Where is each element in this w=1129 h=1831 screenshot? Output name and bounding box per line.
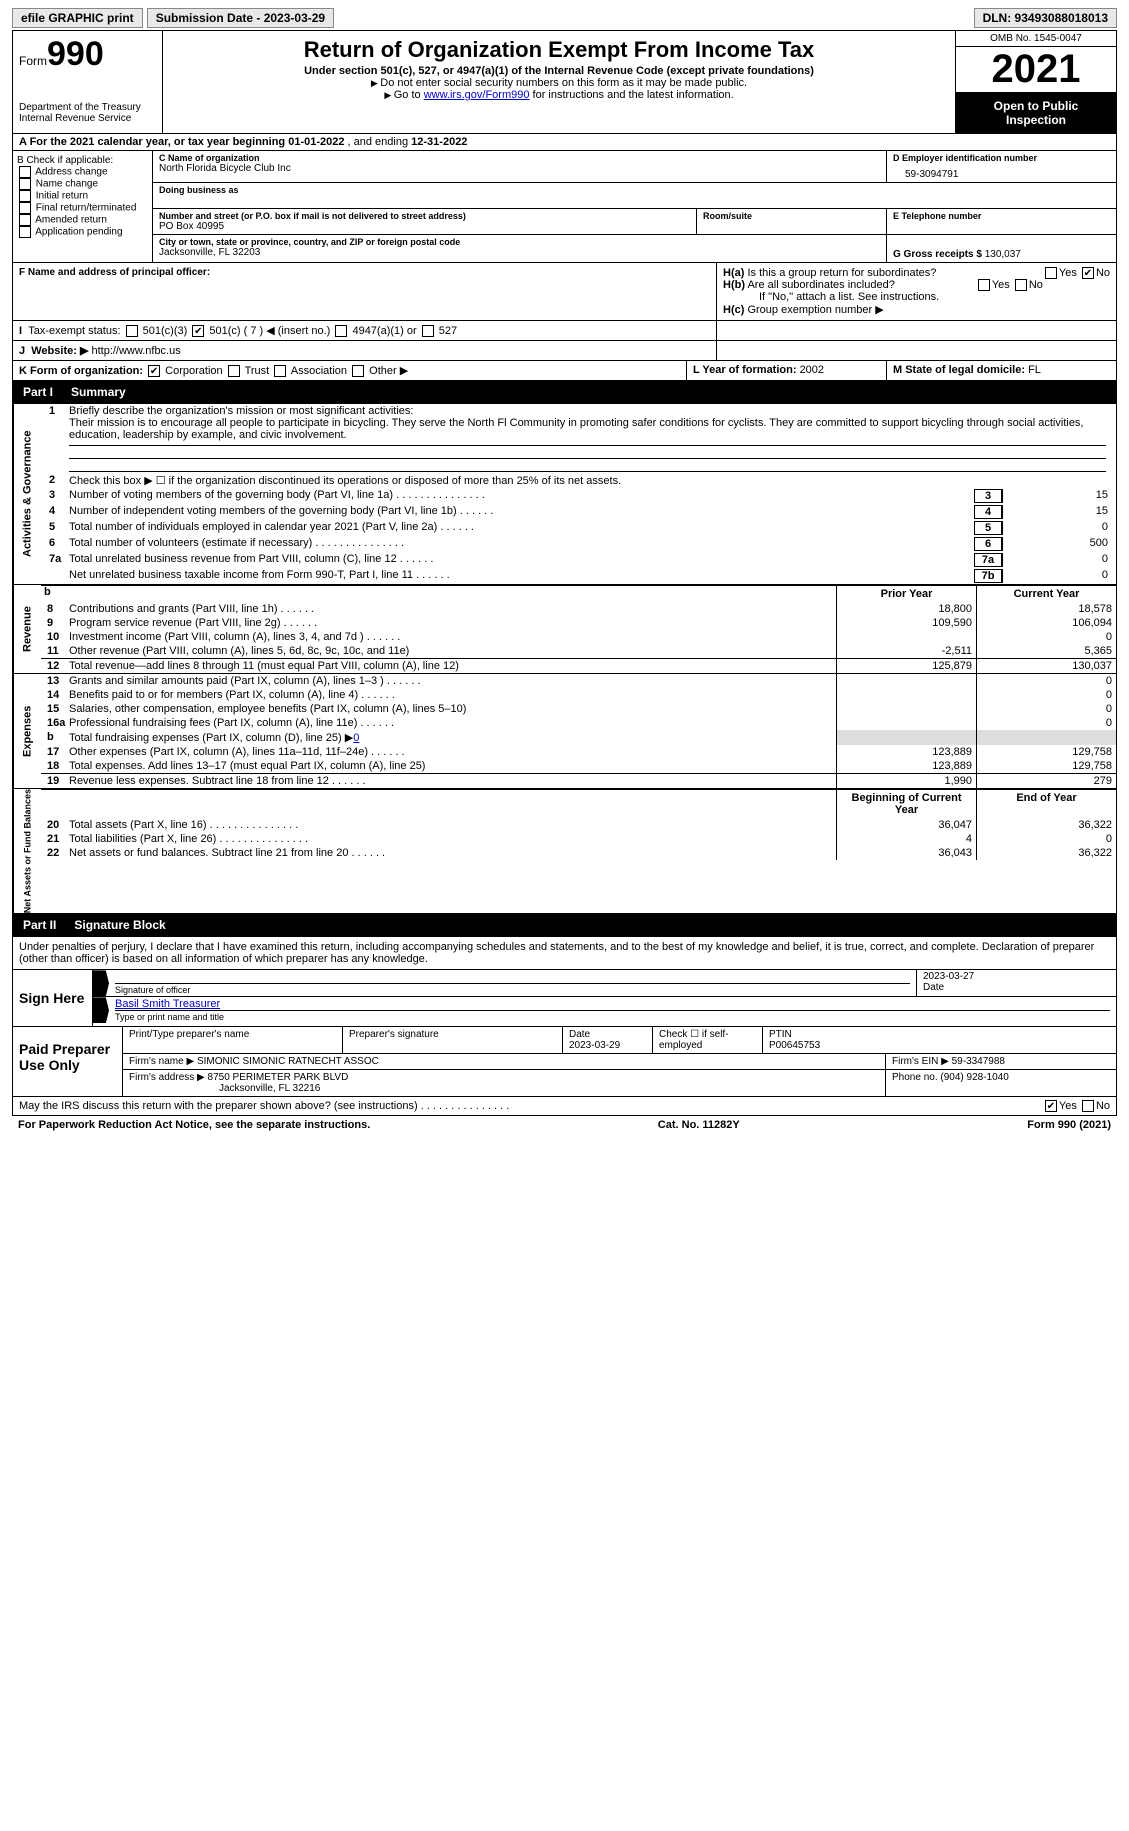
chk-other[interactable] xyxy=(352,365,364,377)
open-to-public: Open to PublicInspection xyxy=(956,93,1116,133)
expenses-section: Expenses 13Grants and similar amounts pa… xyxy=(12,674,1117,789)
chk-ha-yes[interactable] xyxy=(1045,267,1057,279)
catalog-number: Cat. No. 11282Y xyxy=(658,1119,740,1131)
sign-here-label: Sign Here xyxy=(13,970,93,1026)
irs-label: Internal Revenue Service xyxy=(19,113,156,124)
row-a-tax-year: A For the 2021 calendar year, or tax yea… xyxy=(12,134,1117,151)
vlabel-governance: Activities & Governance xyxy=(13,404,41,584)
chk-discuss-yes[interactable] xyxy=(1045,1100,1057,1112)
dln-button[interactable]: DLN: 93493088018013 xyxy=(974,8,1117,28)
section-b-c-d: B Check if applicable: Address change Na… xyxy=(12,151,1117,263)
sign-arrow-icon xyxy=(93,997,109,1023)
tax-year: 2021 xyxy=(956,47,1116,93)
fundraising-total[interactable]: 0 xyxy=(353,732,359,744)
column-b-checkboxes: B Check if applicable: Address change Na… xyxy=(13,151,153,262)
chk-initial-return[interactable] xyxy=(19,190,31,202)
f-principal-officer: F Name and address of principal officer: xyxy=(13,263,716,320)
section-f-h: F Name and address of principal officer:… xyxy=(12,263,1117,321)
column-c-d: C Name of organization North Florida Bic… xyxy=(153,151,1116,262)
chk-501c[interactable] xyxy=(192,325,204,337)
vlabel-revenue: Revenue xyxy=(13,585,41,673)
chk-discuss-no[interactable] xyxy=(1082,1100,1094,1112)
efile-print-button[interactable]: efile GRAPHIC print xyxy=(12,8,143,28)
paid-preparer-section: Paid Preparer Use Only Print/Type prepar… xyxy=(12,1027,1117,1097)
chk-final-return[interactable] xyxy=(19,202,31,214)
form-word: Form xyxy=(19,54,47,68)
sign-here-section: Sign Here Signature of officer 2023-03-2… xyxy=(12,969,1117,1027)
chk-assoc[interactable] xyxy=(274,365,286,377)
sign-arrow-icon xyxy=(93,970,109,996)
declaration-text: Under penalties of perjury, I declare th… xyxy=(12,937,1117,969)
chk-amended[interactable] xyxy=(19,214,31,226)
b-head: B Check if applicable: xyxy=(17,155,148,166)
chk-name-change[interactable] xyxy=(19,178,31,190)
form-header: Form990 Department of the Treasury Inter… xyxy=(12,30,1117,134)
row-k-l-m: K Form of organization: Corporation Trus… xyxy=(12,361,1117,381)
form-title: Return of Organization Exempt From Incom… xyxy=(169,37,949,63)
chk-hb-yes[interactable] xyxy=(978,279,990,291)
subtitle-2: Do not enter social security numbers on … xyxy=(169,77,949,89)
d-ein: D Employer identification number 59-3094… xyxy=(886,151,1116,182)
chk-501c3[interactable] xyxy=(126,325,138,337)
vlabel-expenses: Expenses xyxy=(13,674,41,788)
omb-number: OMB No. 1545-0047 xyxy=(956,31,1116,47)
header-right: OMB No. 1545-0047 2021 Open to PublicIns… xyxy=(956,31,1116,133)
header-left: Form990 Department of the Treasury Inter… xyxy=(13,31,163,133)
website-value: http://www.nfbc.us xyxy=(91,345,180,357)
c-address: Number and street (or P.O. box if mail i… xyxy=(153,209,696,234)
vlabel-net-assets: Net Assets or Fund Balances xyxy=(13,789,41,913)
revenue-section: Revenue bPrior YearCurrent Year 8Contrib… xyxy=(12,585,1117,674)
c-room: Room/suite xyxy=(696,209,886,234)
row-i: I Tax-exempt status: 501(c)(3) 501(c) ( … xyxy=(12,321,1117,341)
paid-preparer-label: Paid Preparer Use Only xyxy=(13,1027,123,1096)
subtitle-1: Under section 501(c), 527, or 4947(a)(1)… xyxy=(169,65,949,77)
part-1-header: Part I Summary xyxy=(12,381,1117,404)
activities-governance: Activities & Governance 1 Briefly descri… xyxy=(12,404,1117,585)
part-2-header: Part II Signature Block xyxy=(12,914,1117,937)
dept-treasury: Department of the Treasury xyxy=(19,102,156,113)
header-center: Return of Organization Exempt From Incom… xyxy=(163,31,956,133)
top-toolbar: efile GRAPHIC print Submission Date - 20… xyxy=(12,8,1117,28)
paperwork-notice: For Paperwork Reduction Act Notice, see … xyxy=(18,1119,370,1131)
chk-address-change[interactable] xyxy=(19,166,31,178)
chk-ha-no[interactable] xyxy=(1082,267,1094,279)
chk-trust[interactable] xyxy=(228,365,240,377)
submission-date-button[interactable]: Submission Date - 2023-03-29 xyxy=(147,8,334,28)
c-dba: Doing business as xyxy=(153,183,886,208)
h-group-return: H(a) Is this a group return for subordin… xyxy=(716,263,1116,320)
c-city: City or town, state or province, country… xyxy=(153,235,886,262)
d-gross-receipts: G Gross receipts $ 130,037 xyxy=(886,235,1116,262)
chk-4947[interactable] xyxy=(335,325,347,337)
irs-link[interactable]: www.irs.gov/Form990 xyxy=(424,89,530,101)
page-footer: For Paperwork Reduction Act Notice, see … xyxy=(12,1116,1117,1134)
form-edition: Form 990 (2021) xyxy=(1027,1119,1111,1131)
officer-name[interactable]: Basil Smith Treasurer xyxy=(115,998,1110,1010)
d-telephone: E Telephone number xyxy=(886,209,1116,234)
row-j: J Website: ▶ http://www.nfbc.us xyxy=(12,341,1117,361)
net-assets-section: Net Assets or Fund Balances Beginning of… xyxy=(12,789,1117,914)
chk-527[interactable] xyxy=(422,325,434,337)
discuss-with-preparer: May the IRS discuss this return with the… xyxy=(12,1097,1117,1116)
chk-corp[interactable] xyxy=(148,365,160,377)
subtitle-3: Go to www.irs.gov/Form990 for instructio… xyxy=(169,89,949,101)
chk-hb-no[interactable] xyxy=(1015,279,1027,291)
c-org-name: C Name of organization North Florida Bic… xyxy=(153,151,886,182)
form-number: 990 xyxy=(47,35,104,73)
chk-app-pending[interactable] xyxy=(19,226,31,238)
